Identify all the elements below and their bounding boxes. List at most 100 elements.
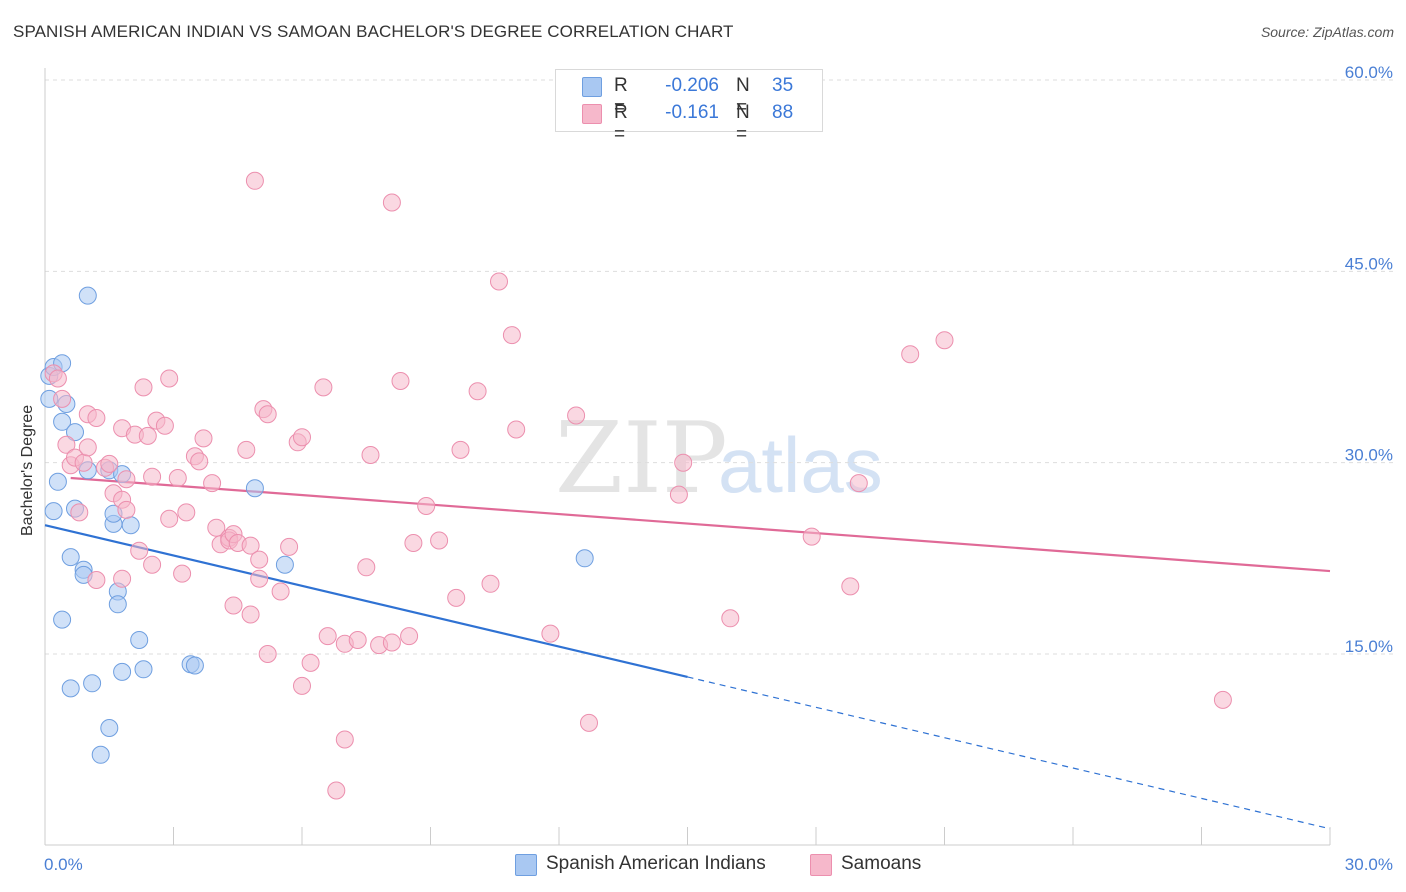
data-point-samoans — [301, 653, 320, 672]
data-point-samoans — [258, 405, 277, 424]
data-point-samoans — [451, 440, 470, 459]
data-point-samoans — [113, 569, 132, 588]
chart-title: SPANISH AMERICAN INDIAN VS SAMOAN BACHEL… — [13, 22, 734, 41]
data-point-samoans — [293, 428, 311, 447]
data-point-samoans — [237, 440, 256, 459]
data-point-samoans — [160, 509, 179, 528]
data-point-samoans — [194, 429, 213, 448]
data-point-samoans — [160, 369, 179, 388]
bottom-legend-label: Spanish American Indians — [546, 853, 766, 874]
data-point-samoans — [468, 382, 487, 401]
data-point-samoans — [190, 452, 209, 471]
data-point-samoans — [241, 536, 260, 555]
data-point-spanish-american-indians — [575, 549, 594, 568]
data-point-samoans — [1213, 690, 1232, 709]
data-point-samoans — [207, 518, 226, 537]
data-point-spanish-american-indians — [48, 472, 67, 491]
legend-swatch-pink — [582, 104, 602, 124]
legend-r-label: R = — [614, 102, 628, 145]
data-point-samoans — [48, 369, 67, 388]
data-point-samoans — [721, 609, 740, 628]
y-tick-label: 45.0% — [1345, 254, 1393, 273]
data-point-samoans — [293, 676, 311, 695]
data-point-samoans — [400, 627, 419, 646]
data-point-samoans — [507, 420, 526, 439]
x-tick-label: 30.0% — [1345, 855, 1393, 874]
data-point-samoans — [417, 497, 436, 515]
data-point-samoans — [567, 406, 586, 425]
data-point-samoans — [203, 474, 222, 493]
data-point-spanish-american-indians — [53, 412, 72, 431]
y-tick-label: 30.0% — [1345, 446, 1393, 465]
data-point-samoans — [100, 454, 119, 473]
data-point-samoans — [271, 582, 290, 601]
data-point-spanish-american-indians — [275, 555, 294, 574]
data-points — [40, 171, 1232, 800]
bottom-legend-swatch-pink — [810, 854, 832, 876]
data-point-samoans — [357, 558, 376, 577]
data-point-samoans — [143, 555, 162, 574]
data-point-samoans — [70, 503, 89, 522]
data-point-spanish-american-indians — [113, 662, 132, 681]
data-point-samoans — [173, 564, 192, 583]
legend-n-value: 88 — [772, 102, 794, 123]
bottom-legend-label: Samoans — [841, 853, 922, 874]
y-tick-label: 15.0% — [1345, 637, 1393, 656]
trend-line-samoans — [70, 476, 1331, 573]
data-point-samoans — [177, 503, 196, 522]
data-point-samoans — [935, 331, 954, 350]
data-point-samoans — [580, 713, 598, 732]
data-point-samoans — [224, 596, 243, 615]
data-point-spanish-american-indians — [91, 745, 110, 764]
data-point-samoans — [241, 605, 260, 624]
trend-line-extension-spanish-american-indians — [687, 676, 1331, 830]
legend-n-label: N = — [736, 75, 750, 118]
data-point-samoans — [245, 171, 264, 190]
data-point-samoans — [430, 531, 449, 550]
data-point-spanish-american-indians — [66, 423, 84, 442]
data-point-samoans — [130, 541, 149, 560]
data-point-spanish-american-indians — [83, 674, 102, 693]
data-point-spanish-american-indians — [134, 660, 153, 679]
data-point-samoans — [382, 193, 401, 212]
data-point-samoans — [361, 446, 380, 464]
y-tick-label: 60.0% — [1345, 63, 1393, 82]
data-point-samoans — [391, 372, 410, 390]
data-point-spanish-american-indians — [44, 502, 63, 521]
data-point-samoans — [134, 378, 153, 397]
data-point-samoans — [318, 627, 337, 646]
data-point-spanish-american-indians — [100, 719, 119, 737]
data-point-samoans — [348, 631, 367, 649]
data-point-samoans — [669, 485, 688, 504]
data-point-samoans — [314, 378, 333, 397]
data-point-samoans — [901, 345, 920, 364]
data-point-samoans — [168, 469, 187, 487]
data-point-samoans — [802, 527, 821, 546]
data-point-samoans — [481, 574, 500, 593]
grid — [45, 79, 1395, 655]
data-point-spanish-american-indians — [130, 631, 149, 649]
data-point-samoans — [143, 467, 162, 486]
watermark-zip: ZIP — [555, 402, 728, 516]
data-point-samoans — [447, 588, 466, 607]
data-point-samoans — [57, 435, 76, 454]
data-point-samoans — [502, 326, 521, 345]
data-point-samoans — [138, 426, 157, 445]
data-point-samoans — [78, 438, 97, 457]
data-point-spanish-american-indians — [185, 656, 204, 675]
data-point-samoans — [327, 781, 346, 800]
data-point-samoans — [87, 571, 106, 589]
data-point-samoans — [117, 500, 136, 519]
legend-r-value: -0.206 — [665, 75, 719, 96]
data-point-samoans — [280, 537, 299, 556]
legend-n-value: 35 — [772, 75, 794, 96]
trend-lines — [44, 476, 1331, 830]
legend-n-label: N = — [736, 102, 750, 145]
source-label: Source: ZipAtlas.com — [1260, 24, 1394, 40]
data-point-samoans — [53, 389, 72, 408]
trend-line-spanish-american-indians — [44, 524, 688, 679]
watermark: ZIP atlas — [555, 402, 883, 516]
axes: 15.0% 30.0% 45.0% 60.0% 0.0% 30.0% — [44, 63, 1393, 874]
data-point-samoans — [849, 474, 868, 493]
